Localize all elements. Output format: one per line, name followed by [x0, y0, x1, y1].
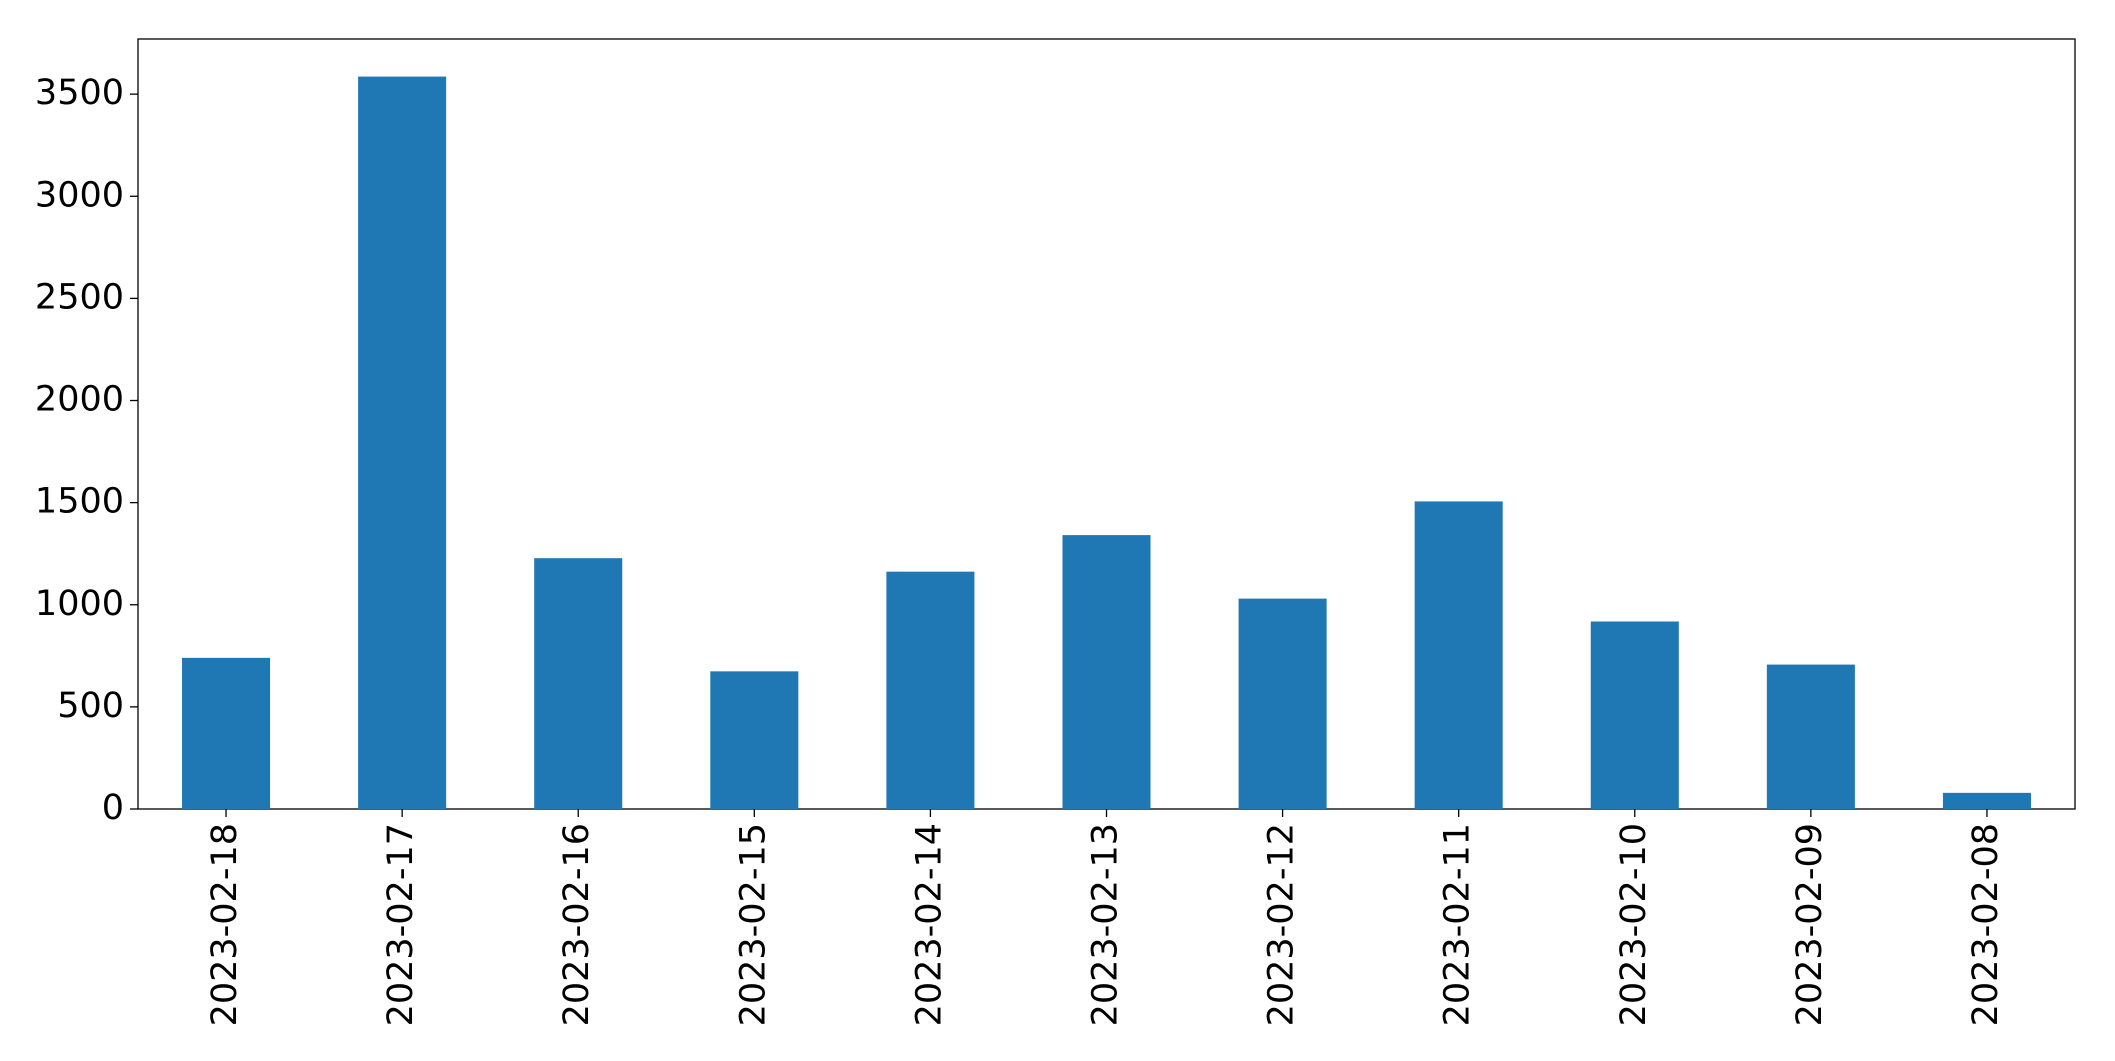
bar: [358, 76, 447, 809]
x-tick-label: 2023-02-08: [1966, 823, 2006, 1026]
bar: [1238, 598, 1327, 809]
bar: [1590, 621, 1679, 809]
bar: [1414, 501, 1503, 809]
bar: [534, 558, 623, 809]
y-tick-label: 1000: [35, 584, 124, 624]
bar: [1766, 664, 1855, 809]
bar: [886, 571, 975, 809]
bar: [1062, 535, 1151, 809]
y-tick-label: 1500: [35, 482, 124, 522]
x-tick-label: 2023-02-13: [1086, 823, 1126, 1026]
x-tick-label: 2023-02-09: [1790, 823, 1830, 1026]
y-tick-label: 3000: [35, 175, 124, 215]
y-tick-label: 2000: [35, 380, 124, 420]
x-tick-label: 2023-02-11: [1438, 823, 1478, 1026]
bar: [182, 657, 271, 809]
x-tick-label: 2023-02-17: [381, 823, 421, 1026]
x-tick-label: 2023-02-15: [733, 823, 773, 1026]
bar: [1942, 792, 2031, 809]
x-tick-label: 2023-02-16: [557, 823, 597, 1026]
y-tick-label: 3500: [35, 73, 124, 113]
bar: [710, 671, 799, 809]
y-tick-label: 500: [57, 686, 124, 726]
x-tick-label: 2023-02-14: [909, 823, 949, 1026]
x-tick-label: 2023-02-12: [1262, 823, 1302, 1026]
x-tick-label: 2023-02-10: [1614, 823, 1654, 1026]
y-tick-label: 0: [102, 788, 124, 828]
x-tick-label: 2023-02-18: [205, 823, 245, 1026]
y-tick-label: 2500: [35, 277, 124, 317]
